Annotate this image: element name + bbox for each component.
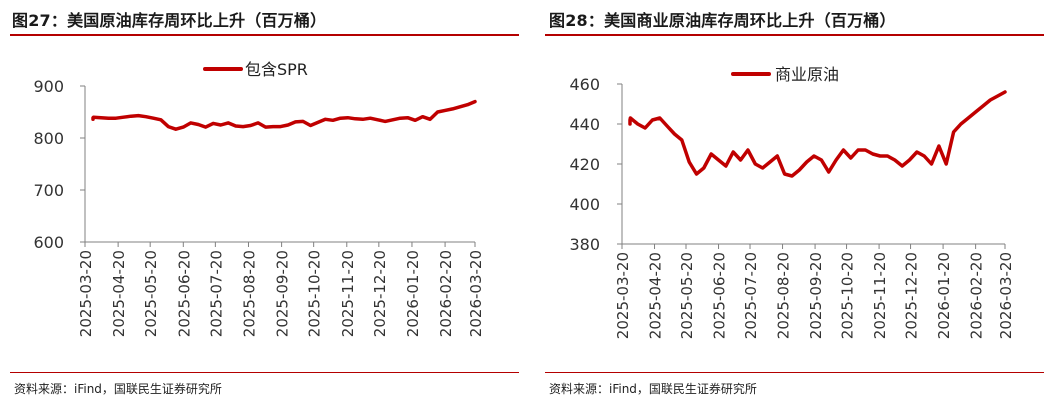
chart-title: 图27：美国原油库存周环比上升（百万桶） [12,11,327,30]
chart-panel-commercial: 图28：美国商业原油库存周环比上升（百万桶） 380 400 420 440 460 20… [535,0,1050,402]
x-tick-label: 2025-08-20 [240,250,258,337]
x-tick-label: 2025-11-20 [871,252,889,339]
x-tick-label: 2026-03-20 [467,250,485,337]
y-tick-label: 420 [569,155,600,174]
x-tick-label: 2025-03-20 [614,252,632,339]
x-tick-label: 2025-03-20 [77,250,95,337]
x-tick-label: 2025-12-20 [903,252,921,339]
crude-inventory-incl-spr-chart: 600 700 800 900 2025-03-20 2025-04-20 2025-05-… [33,60,485,337]
title-divider [10,34,519,36]
y-tick-label: 440 [569,115,600,134]
x-tick-label: 2025-08-20 [775,252,793,339]
commercial-crude-inventory-chart: 380 400 420 440 460 2025-03-20 2025-04-20 2025-… [569,65,1015,339]
y-tick-label: 400 [569,195,600,214]
x-tick-label: 2025-05-20 [142,250,160,337]
x-tick-label: 2026-03-20 [997,252,1015,339]
series-line [628,90,1007,178]
x-tick-label: 2025-06-20 [175,250,193,337]
x-tick-label: 2025-06-20 [711,252,729,339]
y-tick-label: 800 [33,129,64,148]
x-tick-label: 2025-12-20 [371,250,389,337]
legend-label: 包含SPR [245,60,308,79]
title-divider [545,34,1044,36]
legend-label: 商业原油 [775,65,839,84]
x-tick-label: 2026-01-20 [935,252,953,339]
x-tick-label: 2025-10-20 [306,250,324,337]
source-divider [545,372,1044,373]
x-tick-label: 2026-02-20 [437,250,455,337]
y-tick-label: 900 [33,77,64,96]
x-tick-label: 2026-01-20 [404,250,422,337]
x-tick-label: 2025-04-20 [110,250,128,337]
series-line [91,99,477,131]
chart-panel-spr: 图27：美国原油库存周环比上升（百万桶） 600 700 800 900 2025-03… [10,11,519,396]
x-tick-label: 2025-10-20 [839,252,857,339]
source-note: 资料来源：iFind，国联民生证券研究所 [549,382,757,396]
y-tick-label: 460 [569,75,600,94]
source-note: 资料来源：iFind，国联民生证券研究所 [14,382,222,396]
x-tick-label: 2025-11-20 [339,250,357,337]
x-tick-label: 2026-02-20 [968,252,986,339]
source-divider [10,372,519,373]
x-tick-label: 2025-04-20 [647,252,665,339]
y-tick-label: 380 [569,235,600,254]
x-tick-label: 2025-05-20 [678,252,696,339]
chart-title: 图28：美国商业原油库存周环比上升（百万桶） [549,11,896,30]
y-tick-label: 600 [33,233,64,252]
x-tick-label: 2025-07-20 [207,250,225,337]
x-tick-label: 2025-09-20 [807,252,825,339]
x-tick-label: 2025-09-20 [274,250,292,337]
y-tick-label: 700 [33,181,64,200]
x-tick-label: 2025-07-20 [742,252,760,339]
